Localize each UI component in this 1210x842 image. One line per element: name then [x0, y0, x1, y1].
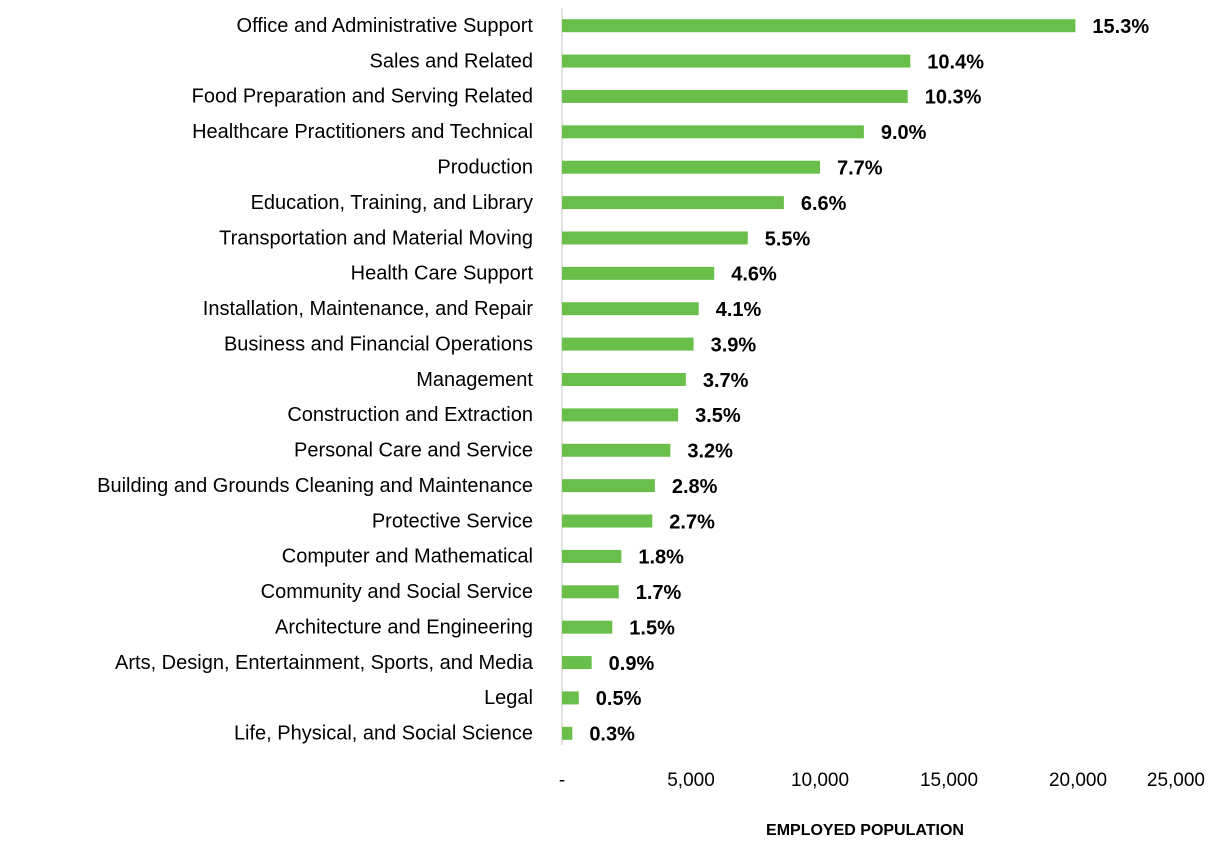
x-tick-label: 10,000	[791, 770, 849, 791]
value-label: 7.7%	[837, 157, 883, 179]
bar	[562, 160, 820, 174]
value-label: 3.5%	[695, 405, 741, 427]
value-label: 0.9%	[609, 653, 655, 675]
y-tick-label: Production	[437, 156, 533, 178]
y-tick-label: Construction and Extraction	[287, 404, 533, 426]
y-tick-label: Personal Care and Service	[294, 440, 533, 462]
bar	[562, 125, 864, 139]
y-tick-label: Building and Grounds Cleaning and Mainte…	[97, 475, 533, 497]
bar	[562, 373, 686, 386]
value-label: 10.4%	[927, 51, 984, 73]
value-label: 1.5%	[629, 617, 675, 639]
value-label: 10.3%	[925, 87, 982, 109]
value-label: 3.9%	[711, 334, 757, 356]
value-label: 15.3%	[1092, 16, 1149, 38]
y-tick-label: Management	[416, 369, 533, 391]
y-tick-label: Healthcare Practitioners and Technical	[192, 121, 533, 143]
bar	[562, 89, 908, 103]
y-tick-label: Arts, Design, Entertainment, Sports, and…	[115, 652, 534, 674]
value-label: 0.5%	[596, 688, 642, 710]
y-tick-label: Installation, Maintenance, and Repair	[203, 298, 534, 320]
y-tick-label: Health Care Support	[351, 263, 534, 285]
value-label: 1.8%	[638, 547, 684, 569]
y-tick-label: Office and Administrative Support	[237, 15, 534, 37]
bar	[562, 620, 613, 634]
value-label: 3.7%	[703, 370, 749, 392]
y-tick-label: Food Preparation and Serving Related	[192, 86, 533, 108]
value-label: 4.6%	[731, 264, 777, 286]
value-label: 2.8%	[672, 476, 718, 498]
y-tick-label: Architecture and Engineering	[275, 616, 533, 638]
bar	[562, 266, 715, 280]
bar	[562, 408, 679, 422]
bar	[562, 54, 911, 68]
value-label: 0.3%	[589, 724, 635, 746]
x-tick-label: 15,000	[920, 770, 978, 791]
bar	[562, 337, 694, 351]
y-tick-label: Transportation and Material Moving	[219, 227, 533, 249]
bar	[562, 691, 579, 705]
value-label: 5.5%	[765, 228, 811, 250]
bar	[562, 19, 1076, 33]
x-axis-title: EMPLOYED POPULATION	[766, 822, 964, 839]
x-tick-label: 25,000	[1147, 770, 1205, 791]
y-tick-label: Business and Financial Operations	[224, 333, 533, 355]
y-tick-label: Education, Training, and Library	[251, 192, 533, 214]
bar	[562, 231, 748, 245]
value-label: 4.1%	[716, 299, 762, 321]
y-tick-label: Legal	[484, 687, 533, 709]
bar	[562, 726, 573, 740]
bar	[562, 443, 671, 457]
bar	[562, 549, 622, 563]
bar	[562, 196, 784, 210]
y-tick-label: Life, Physical, and Social Science	[234, 723, 533, 745]
bar	[562, 656, 592, 670]
value-label: 9.0%	[881, 122, 927, 144]
y-tick-label: Community and Social Service	[261, 581, 533, 603]
value-label: 1.7%	[636, 582, 682, 604]
value-label: 6.6%	[801, 193, 847, 215]
x-tick-label: 5,000	[667, 770, 715, 791]
x-tick-label: -	[559, 770, 565, 791]
bar	[562, 302, 699, 316]
value-label: 3.2%	[687, 441, 733, 463]
bar	[562, 479, 655, 493]
x-tick-label: 20,000	[1049, 770, 1107, 791]
bar	[562, 514, 653, 528]
y-tick-label: Computer and Mathematical	[282, 546, 533, 568]
y-tick-label: Protective Service	[372, 510, 533, 532]
y-tick-label: Sales and Related	[370, 50, 533, 72]
bar	[562, 585, 619, 599]
value-label: 2.7%	[669, 511, 715, 533]
